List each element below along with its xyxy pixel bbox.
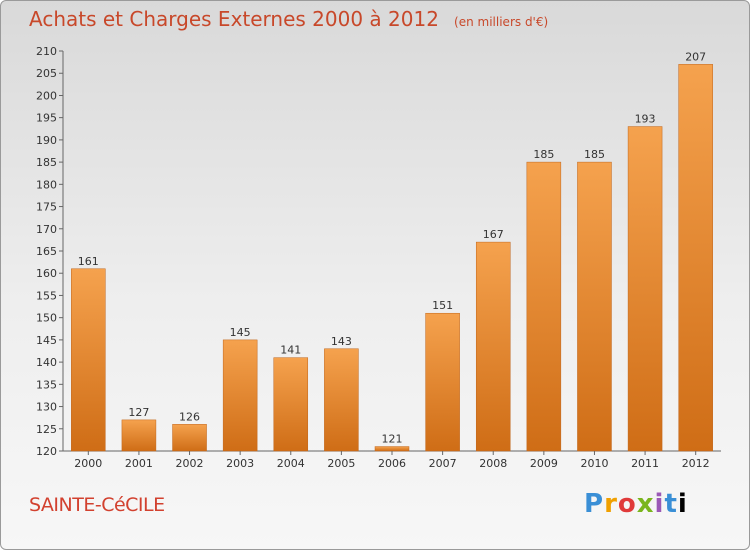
proxiti-logo: Proxiti [584,489,688,519]
bar-2003 [222,339,258,452]
x-tick-label-2005: 2005 [327,457,355,470]
bar-2010 [577,161,612,452]
data-label-2005: 143 [331,335,352,348]
data-label-2003: 145 [230,326,251,339]
data-label-2002: 126 [179,410,200,423]
plot-area [63,51,721,451]
data-label-2001: 127 [128,406,149,419]
y-tick-label: 170 [36,223,57,236]
y-tick-label: 200 [36,89,57,102]
x-tick-label-2004: 2004 [277,457,305,470]
bar-2002 [172,424,207,452]
data-label-2008: 167 [483,228,504,241]
y-tick-label: 160 [36,267,57,280]
data-label-2009: 185 [533,148,554,161]
x-tick-label-2007: 2007 [429,457,457,470]
title-row: Achats et Charges Externes 2000 à 2012 (… [29,7,548,31]
x-tick-label-2006: 2006 [378,457,406,470]
bar-2008 [475,241,511,452]
data-label-2011: 193 [635,113,656,126]
y-tick-label: 125 [36,423,57,436]
chart-unit: (en milliers d'€) [454,15,549,29]
x-tick-label-2010: 2010 [580,457,608,470]
data-label-2010: 185 [584,148,605,161]
y-tick-label: 175 [36,201,57,214]
y-tick-label: 210 [36,45,57,58]
bar-2005 [324,348,359,452]
y-tick-label: 145 [36,334,57,347]
bar-2007 [425,312,460,452]
y-tick-label: 135 [36,378,57,391]
y-tick-label: 130 [36,401,57,414]
bar-2004 [273,357,309,452]
x-tick-label-2001: 2001 [125,457,153,470]
bar-2012 [678,64,713,452]
x-tick-label-2002: 2002 [176,457,204,470]
y-tick-label: 120 [36,445,57,458]
y-tick-label: 165 [36,245,57,258]
y-tick-label: 185 [36,156,57,169]
x-tick-label-2000: 2000 [74,457,102,470]
data-label-2007: 151 [432,299,453,312]
y-tick-label: 190 [36,134,57,147]
bar-2011 [627,126,663,452]
y-tick-label: 155 [36,289,57,302]
y-tick-label: 195 [36,112,57,125]
x-tick-label-2008: 2008 [479,457,507,470]
bar-2006 [374,446,410,452]
chart-title: Achats et Charges Externes 2000 à 2012 [29,7,439,31]
x-tick-label-2012: 2012 [682,457,710,470]
bar-2000 [71,268,106,452]
data-label-2000: 161 [78,255,99,268]
x-tick-label-2011: 2011 [631,457,659,470]
data-label-2006: 121 [382,433,403,446]
x-tick-label-2003: 2003 [226,457,254,470]
commune-name: SAINTE-CéCILE [29,494,165,516]
y-tick-label: 205 [36,67,57,80]
data-label-2012: 207 [685,50,706,63]
y-tick-label: 140 [36,356,57,369]
y-tick-label: 180 [36,178,57,191]
x-tick-label-2009: 2009 [530,457,558,470]
data-label-2004: 141 [280,344,301,357]
bar-2001 [121,419,157,452]
y-tick-label: 150 [36,312,57,325]
bar-2009 [526,161,562,452]
